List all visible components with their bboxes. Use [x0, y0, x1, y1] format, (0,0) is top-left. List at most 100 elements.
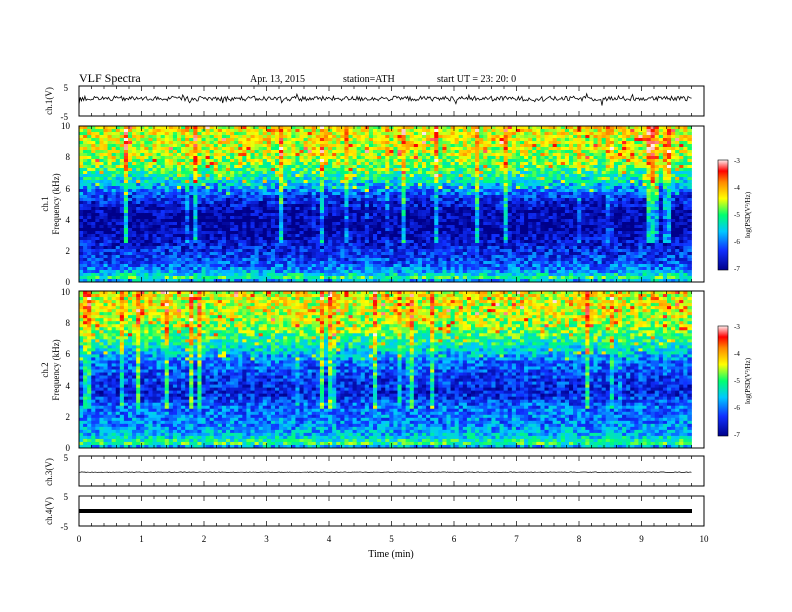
spectrogram-cell [177, 129, 182, 133]
spectrogram-cell [119, 234, 125, 238]
spectrogram-cell [373, 198, 378, 202]
spectrogram-cell [205, 132, 211, 136]
spectrogram-cell [319, 195, 325, 199]
spectrogram-cell [140, 273, 145, 277]
spectrogram-cell [270, 129, 276, 133]
spectrogram-cell [250, 198, 255, 202]
spectrogram-cell [389, 216, 394, 220]
spectrogram-cell [95, 150, 100, 154]
spectrogram-cell [466, 207, 472, 211]
spectrogram-cell [446, 159, 451, 163]
spectrogram-cell [430, 240, 435, 244]
spectrogram-cell [189, 252, 194, 256]
spectrogram-cell [128, 183, 133, 187]
spectrogram-cell [413, 225, 419, 229]
spectrogram-cell [332, 222, 337, 226]
spectrogram-cell [83, 252, 88, 256]
spectrogram-cell [377, 240, 382, 244]
spectrogram-cell [164, 258, 170, 262]
spectrogram-cell [413, 255, 419, 259]
spectrogram-cell [275, 234, 280, 238]
spectrogram-cell [389, 267, 394, 271]
spectrogram-cell [405, 264, 411, 268]
spectrogram-cell [328, 177, 333, 181]
spectrogram-cell [205, 177, 211, 181]
spectrogram-cell [454, 126, 460, 130]
spectrogram-cell [307, 165, 313, 169]
spectrogram-cell [132, 141, 137, 145]
spectrogram-cell [287, 150, 292, 154]
spectrogram-cell [83, 192, 88, 196]
spectrogram-cell [466, 150, 472, 154]
spectrogram-cell [377, 189, 382, 193]
spectrogram-cell [336, 141, 341, 145]
spectrogram-cell [319, 162, 325, 166]
spectrogram-cell [87, 192, 92, 196]
spectrogram-cell [213, 165, 219, 169]
spectrogram-cell [446, 135, 451, 139]
spectrogram-cell [246, 192, 251, 196]
spectrogram-cell [409, 228, 415, 232]
spectrogram-cell [95, 219, 100, 223]
spectrogram-cell [324, 219, 329, 223]
spectrogram-cell [87, 189, 92, 193]
spectrogram-cell [111, 129, 117, 133]
spectrogram-cell [111, 141, 117, 145]
spectrogram-cell [319, 210, 325, 214]
spectrogram-cell [373, 249, 378, 253]
spectrogram-cell [299, 168, 304, 172]
spectrogram-cell [217, 171, 223, 175]
spectrogram-cell [295, 225, 300, 229]
spectrogram-cell [373, 222, 378, 226]
spectrogram-cell [148, 261, 153, 265]
spectrogram-cell [413, 279, 419, 283]
spectrogram-cell [450, 150, 456, 154]
spectrogram-cell [132, 228, 137, 232]
spectrogram-cell [430, 183, 435, 187]
spectrogram-cell [393, 246, 398, 250]
spectrogram-cell [373, 219, 378, 223]
spectrogram-cell [230, 243, 235, 247]
spectrogram-cell [156, 192, 162, 196]
spectrogram-cell [168, 156, 174, 160]
ch1-trace [78, 92, 692, 106]
spectrogram-cell [401, 243, 407, 247]
spectrogram-cell [197, 267, 202, 271]
spectrogram-cell [160, 252, 166, 256]
spectrogram-cell [91, 249, 96, 253]
spectrogram-cell [397, 183, 402, 187]
spectrogram-cell [103, 171, 108, 175]
spectrogram-cell [95, 267, 100, 271]
spectrogram-cell [266, 153, 272, 157]
spectrogram-cell [275, 171, 280, 175]
spectrogram-cell [368, 234, 374, 238]
spectrogram-cell [344, 165, 349, 169]
spectrogram-cell [266, 255, 272, 259]
spectrogram-cell [185, 186, 190, 190]
spectrogram-cell [360, 141, 366, 145]
spectrogram-cell [79, 195, 84, 199]
spectrogram-cell [422, 219, 427, 223]
spectrogram-cell [454, 144, 460, 148]
spectrogram-cell [446, 177, 451, 181]
spectrogram-cell [83, 216, 88, 220]
spectrogram-cell [340, 186, 345, 190]
spectrogram-cell [422, 129, 427, 133]
spectrogram-cell [136, 222, 141, 226]
spectrogram-cell [168, 198, 174, 202]
spectrogram-cell [417, 183, 423, 187]
spectrogram-cell [397, 159, 402, 163]
spectrogram-cell [303, 135, 309, 139]
spectrogram-cell [193, 153, 198, 157]
spectrogram-cell [356, 183, 362, 187]
spectrogram-cell [201, 252, 206, 256]
spectrogram-cell [250, 129, 255, 133]
spectrogram-cell [356, 135, 362, 139]
spectrogram-cell [413, 189, 419, 193]
spectrogram-cell [458, 219, 464, 223]
spectrogram-cell [242, 135, 247, 139]
spectrogram-cell [128, 192, 133, 196]
spectrogram-cell [283, 129, 288, 133]
spectrogram-cell [295, 198, 300, 202]
spectrogram-cell [283, 141, 288, 145]
